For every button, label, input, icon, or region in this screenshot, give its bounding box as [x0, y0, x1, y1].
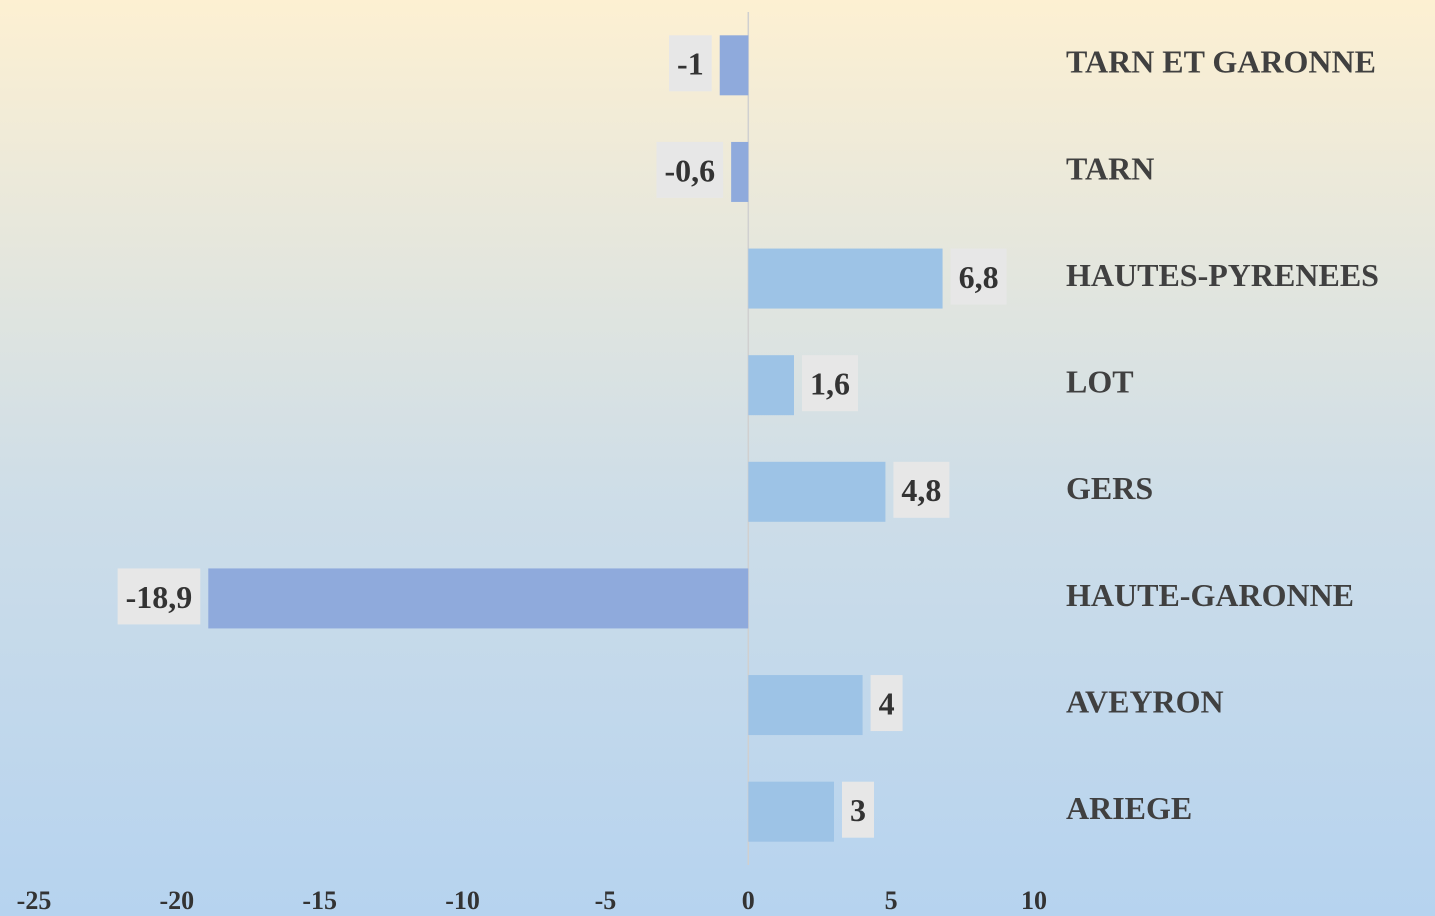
value-label-box: [656, 141, 724, 198]
bar: [719, 35, 749, 96]
value-label-box: [870, 675, 903, 732]
x-tick-label: -25: [17, 886, 52, 915]
category-label: TARN ET GARONNE: [1066, 44, 1376, 80]
category-label: HAUTE-GARONNE: [1066, 577, 1354, 613]
x-tick-label: 5: [885, 886, 898, 915]
bar: [748, 461, 886, 522]
value-label-box: [842, 781, 874, 838]
bar: [748, 248, 943, 309]
x-tick-label: 0: [742, 886, 755, 915]
x-tick-label: -10: [445, 886, 480, 915]
category-label: AVEYRON: [1066, 683, 1224, 719]
category-label: ARIEGE: [1066, 790, 1192, 826]
value-label: -0,6: [664, 152, 715, 188]
value-label-box: [117, 568, 201, 625]
category-label: HAUTES-PYRENEES: [1066, 257, 1379, 293]
value-label: -1: [677, 46, 704, 82]
value-label: 4,8: [901, 472, 941, 508]
value-label-box: [802, 355, 858, 412]
value-label-box: [950, 248, 1007, 305]
bar: [748, 675, 863, 736]
value-label: 6,8: [959, 259, 999, 295]
x-tick-label: -5: [595, 886, 617, 915]
value-label: 1,6: [810, 366, 850, 402]
bar: [748, 781, 834, 842]
x-tick-label: -15: [302, 886, 337, 915]
value-label: 3: [850, 792, 866, 828]
bar: [748, 355, 794, 416]
value-label-box: [893, 461, 950, 518]
x-tick-label: 10: [1021, 886, 1047, 915]
value-label-box: [669, 35, 712, 92]
bar: [208, 568, 749, 629]
x-tick-label: -20: [160, 886, 195, 915]
category-label: LOT: [1066, 364, 1134, 400]
value-label: 4: [879, 685, 895, 721]
category-label: TARN: [1066, 150, 1154, 186]
bar: [731, 141, 749, 202]
value-label: -18,9: [126, 579, 193, 615]
category-label: GERS: [1066, 470, 1153, 506]
